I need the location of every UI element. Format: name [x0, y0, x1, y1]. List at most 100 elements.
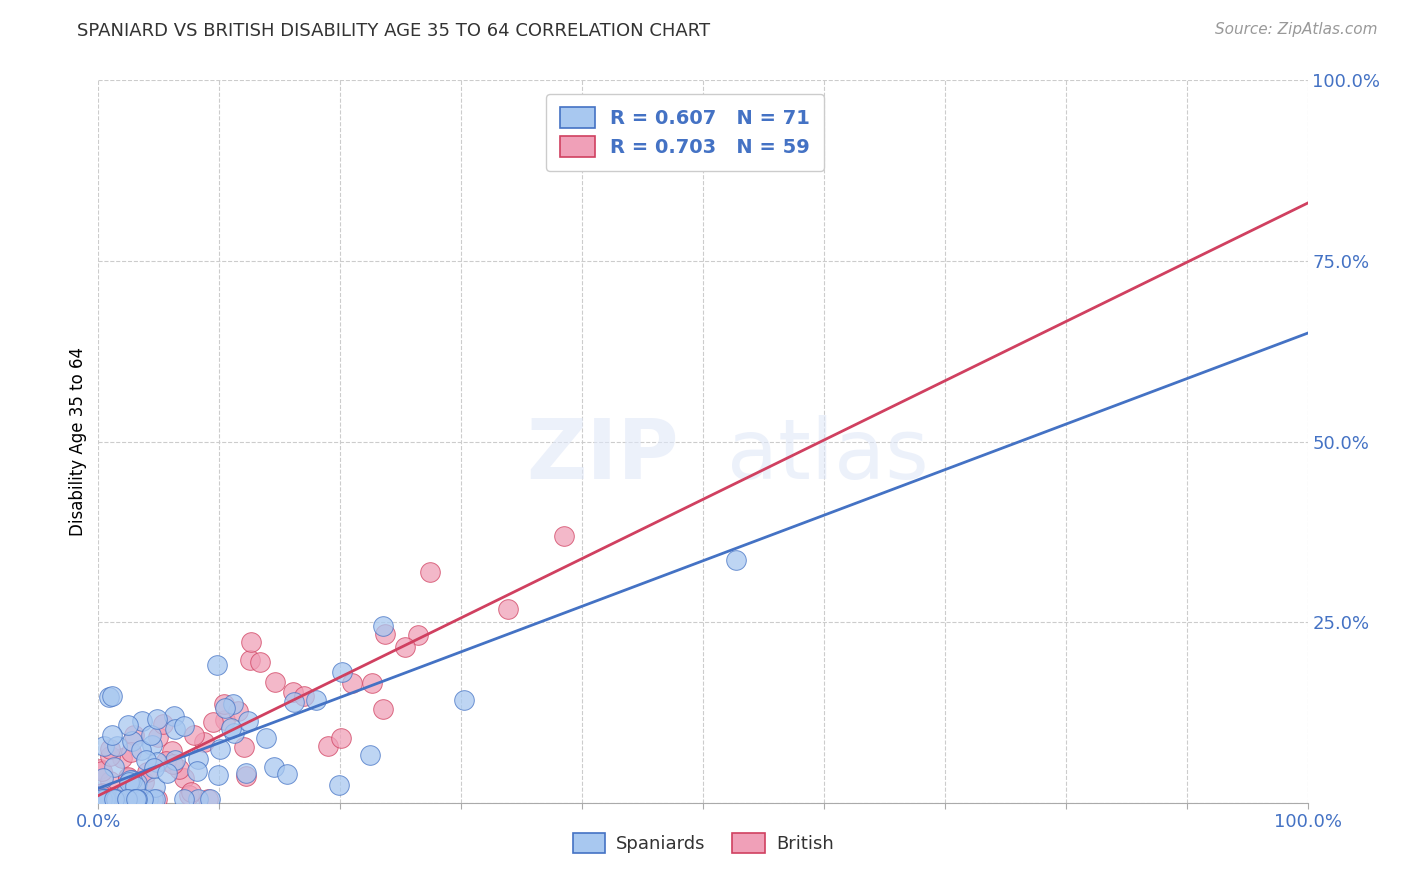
Point [136, 792, 159, 806]
Point [98, 774, 121, 789]
Point [91, 764, 114, 778]
Point [361, 676, 384, 690]
Point [132, 774, 155, 789]
Point [101, 792, 124, 806]
Point [129, 743, 152, 757]
Point [118, 792, 141, 806]
Point [98, 742, 121, 756]
Point [142, 792, 165, 806]
Point [98, 749, 121, 764]
Point [122, 792, 145, 806]
Point [281, 685, 304, 699]
Point [156, 766, 179, 780]
Point [328, 778, 350, 792]
Legend: Spaniards, British: Spaniards, British [564, 824, 842, 863]
Text: ZIP: ZIP [526, 416, 679, 497]
Point [264, 674, 287, 689]
Point [143, 780, 166, 794]
Point [222, 697, 245, 711]
Point [101, 689, 124, 703]
Point [155, 754, 177, 768]
Point [91, 792, 114, 806]
Point [205, 657, 228, 672]
Point [121, 734, 143, 748]
Point [276, 767, 298, 781]
Point [238, 714, 260, 729]
Point [305, 693, 328, 707]
Point [117, 771, 139, 785]
Point [254, 731, 277, 746]
Point [132, 792, 155, 806]
Point [135, 764, 157, 779]
Point [103, 792, 125, 806]
Point [263, 760, 285, 774]
Point [162, 757, 184, 772]
Point [120, 772, 142, 787]
Point [135, 753, 157, 767]
Point [173, 792, 195, 806]
Point [121, 773, 143, 788]
Point [373, 626, 395, 640]
Point [222, 726, 245, 740]
Point [93, 772, 115, 786]
Point [193, 734, 215, 748]
Point [163, 722, 186, 736]
Point [221, 721, 243, 735]
Point [249, 655, 271, 669]
Point [124, 792, 146, 806]
Point [163, 753, 186, 767]
Point [101, 790, 124, 805]
Point [131, 792, 153, 806]
Point [214, 713, 236, 727]
Point [115, 792, 138, 806]
Point [110, 789, 132, 803]
Point [394, 640, 416, 654]
Point [91, 792, 114, 806]
Point [406, 628, 429, 642]
Point [141, 728, 163, 742]
Point [114, 787, 136, 801]
Point [283, 694, 305, 708]
Point [103, 760, 125, 774]
Point [340, 676, 363, 690]
Point [294, 689, 316, 703]
Point [145, 792, 167, 806]
Point [105, 739, 128, 754]
Point [145, 755, 167, 769]
Point [141, 738, 163, 752]
Point [725, 552, 748, 566]
Point [235, 769, 257, 783]
Point [111, 750, 134, 764]
Point [94, 792, 117, 806]
Point [198, 792, 221, 806]
Point [167, 762, 190, 776]
Point [125, 775, 148, 789]
Point [125, 792, 148, 806]
Point [235, 765, 257, 780]
Point [146, 792, 169, 806]
Point [131, 714, 153, 728]
Point [197, 792, 219, 806]
Point [208, 742, 231, 756]
Point [94, 792, 117, 806]
Point [118, 792, 141, 806]
Point [142, 761, 165, 775]
Point [419, 565, 441, 579]
Point [201, 714, 224, 729]
Point [239, 653, 262, 667]
Point [212, 697, 235, 711]
Point [207, 768, 229, 782]
Text: atlas: atlas [727, 416, 929, 497]
Point [122, 728, 145, 742]
Point [453, 692, 475, 706]
Point [146, 712, 169, 726]
Point [240, 634, 263, 648]
Point [180, 785, 202, 799]
Point [146, 730, 169, 744]
Point [187, 752, 209, 766]
Point [89, 762, 111, 776]
Point [233, 739, 256, 754]
Point [122, 792, 145, 806]
Point [160, 744, 183, 758]
Point [96, 792, 118, 806]
